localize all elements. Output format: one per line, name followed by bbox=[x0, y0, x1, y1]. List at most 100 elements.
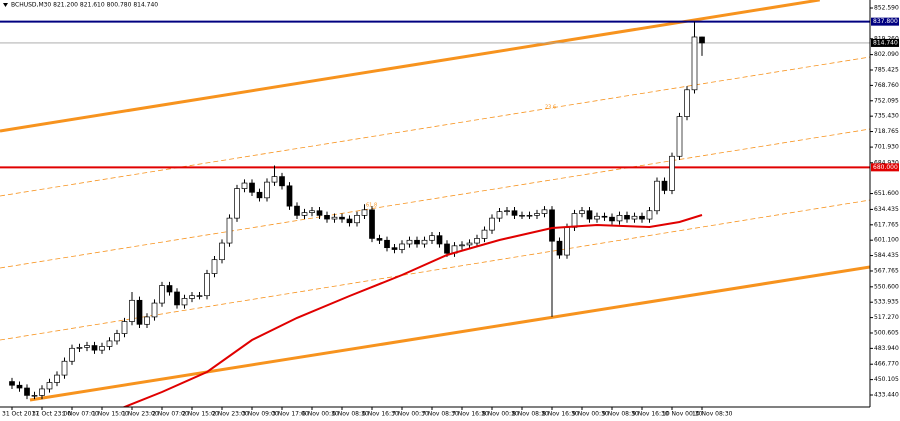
candle-body bbox=[421, 239, 428, 245]
candle-body bbox=[54, 374, 60, 383]
y-tick-label: 634.435 bbox=[874, 206, 899, 213]
candle-body bbox=[16, 384, 23, 389]
trend-line bbox=[0, 128, 870, 269]
candle-body bbox=[384, 239, 390, 249]
candle-body bbox=[459, 244, 465, 247]
candle-body bbox=[609, 216, 615, 222]
candle-body bbox=[181, 298, 188, 306]
candle-body bbox=[354, 215, 360, 224]
candle-body bbox=[616, 215, 623, 222]
candle-body bbox=[301, 212, 308, 216]
candle-body bbox=[639, 215, 645, 220]
candle-body bbox=[24, 387, 30, 396]
level-label: 814.740 bbox=[873, 39, 898, 46]
candle-body bbox=[699, 36, 705, 44]
candle-body bbox=[9, 381, 15, 386]
x-tick-label: 1 Nov 07:00 bbox=[62, 411, 99, 418]
y-tick-label: 752.095 bbox=[874, 97, 899, 104]
x-tick-label: 10 Nov 00:30 bbox=[662, 411, 703, 418]
candle-body bbox=[264, 181, 270, 199]
level-label-box bbox=[871, 38, 899, 47]
y-tick-label: 483.940 bbox=[874, 345, 899, 352]
x-tick-label: 1 Nov 15:00 bbox=[92, 411, 129, 418]
x-tick-label: 1 Nov 23:00 bbox=[122, 411, 159, 418]
x-tick-label: 10 Nov 08:30 bbox=[692, 411, 733, 418]
candle-body bbox=[399, 243, 405, 250]
candle-body bbox=[309, 210, 315, 213]
candle-body bbox=[76, 347, 83, 349]
candle-body bbox=[234, 188, 240, 219]
x-tick-label: 2 Nov 07:00 bbox=[152, 411, 189, 418]
candle-body bbox=[541, 209, 548, 214]
y-tick-label: 450.105 bbox=[874, 376, 899, 383]
y-tick-label: 718.765 bbox=[874, 128, 899, 135]
candle-body bbox=[294, 205, 300, 216]
candle-body bbox=[571, 213, 578, 228]
candle-body bbox=[474, 238, 480, 244]
candle-body bbox=[669, 155, 675, 191]
candle-body bbox=[226, 217, 233, 244]
fib-label: 61.8 bbox=[366, 203, 377, 209]
level-label: 837.800 bbox=[873, 18, 898, 25]
candle-body bbox=[376, 238, 383, 241]
candle-body bbox=[204, 273, 210, 297]
candle-body bbox=[196, 295, 203, 297]
candle-body bbox=[91, 345, 98, 351]
candle-body bbox=[429, 235, 435, 241]
y-tick-label: 852.590 bbox=[874, 4, 899, 11]
candle-body bbox=[481, 229, 488, 239]
trend-line bbox=[0, 56, 870, 197]
candle-body bbox=[684, 89, 690, 117]
candle-body bbox=[496, 211, 503, 219]
x-tick-label: 31 Oct 2017 bbox=[2, 411, 39, 418]
candle-body bbox=[489, 217, 495, 231]
candle-body bbox=[189, 295, 195, 299]
candle-body bbox=[444, 243, 450, 254]
candle-body bbox=[166, 285, 173, 293]
candle-body bbox=[159, 285, 165, 304]
candle-body bbox=[84, 345, 90, 348]
x-tick-label: 3 Nov 17:00 bbox=[272, 411, 309, 418]
candle-body bbox=[526, 215, 533, 217]
chart-title: BCHUSD,M30 821.200 821.610 800.780 814.7… bbox=[11, 2, 158, 9]
candle-body bbox=[391, 247, 398, 250]
candle-body bbox=[346, 218, 353, 224]
candle-body bbox=[414, 239, 420, 245]
candle-body bbox=[556, 240, 563, 256]
candle-body bbox=[361, 209, 368, 216]
candle-body bbox=[174, 291, 180, 306]
fib-label: 23.6 bbox=[545, 105, 556, 111]
x-tick-label: 7 Nov 16:30 bbox=[452, 411, 489, 418]
y-tick-label: 466.770 bbox=[874, 361, 899, 368]
candle-body bbox=[369, 209, 375, 239]
candle-body bbox=[564, 227, 570, 256]
y-tick-label: 601.100 bbox=[874, 237, 899, 244]
candle-body bbox=[511, 210, 518, 216]
x-tick-label: 8 Nov 00:30 bbox=[482, 411, 519, 418]
x-tick-label: 6 Nov 00:30 bbox=[302, 411, 339, 418]
candle-body bbox=[271, 176, 278, 183]
candle-body bbox=[691, 36, 698, 91]
level-label-box bbox=[871, 163, 899, 172]
candle-body bbox=[31, 395, 38, 397]
candle-body bbox=[436, 235, 443, 245]
candle-body bbox=[466, 242, 473, 246]
moving-average bbox=[121, 214, 703, 407]
y-tick-label: 584.435 bbox=[874, 252, 899, 259]
candle-body bbox=[601, 215, 608, 218]
candle-body bbox=[46, 382, 53, 390]
candle-body bbox=[654, 180, 660, 212]
candle-body bbox=[99, 346, 105, 351]
menu-icon[interactable] bbox=[3, 3, 8, 7]
candle-body bbox=[121, 321, 128, 334]
y-tick-label: 567.765 bbox=[874, 267, 899, 274]
y-tick-label: 768.760 bbox=[874, 82, 899, 89]
x-tick-label: 3 Nov 09:00 bbox=[242, 411, 279, 418]
x-tick-label: 8 Nov 16:30 bbox=[542, 411, 579, 418]
x-tick-label: 7 Nov 00:30 bbox=[392, 411, 429, 418]
candle-body bbox=[211, 259, 218, 274]
x-tick-label: 2 Nov 15:00 bbox=[182, 411, 219, 418]
x-tick-label: 8 Nov 08:30 bbox=[512, 411, 549, 418]
candle-body bbox=[324, 215, 330, 220]
